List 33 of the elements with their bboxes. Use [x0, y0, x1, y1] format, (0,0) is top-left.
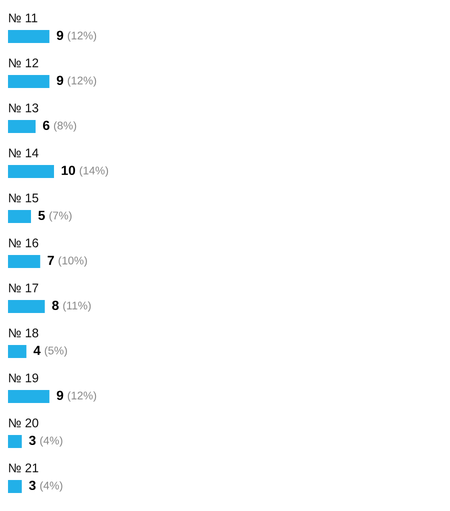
y-tick-label: № 17 — [9, 284, 38, 292]
y-tick-label: № 16 — [9, 238, 38, 248]
bar — [8, 300, 45, 313]
data-label: 6 (8%) — [43, 120, 76, 132]
bar — [8, 165, 54, 178]
data-label: 4 (5%) — [34, 346, 67, 357]
y-tick-label: № 21 — [9, 464, 38, 472]
data-label: 5 (7%) — [38, 210, 72, 222]
data-label: 9 (12%) — [56, 30, 96, 42]
bar — [8, 120, 36, 133]
data-label: 9 (12%) — [56, 76, 96, 87]
bar — [8, 75, 50, 88]
bar — [8, 390, 50, 403]
bar — [8, 255, 40, 268]
y-tick-label: № 20 — [9, 418, 38, 428]
bar — [8, 210, 31, 223]
y-tick-label: № 14 — [9, 148, 38, 158]
data-label: 10 (14%) — [62, 166, 108, 177]
y-tick-label: № 15 — [9, 194, 38, 202]
data-label: 3 (4%) — [29, 436, 62, 447]
data-label: 8 (11%) — [52, 300, 91, 312]
bar — [8, 480, 22, 493]
y-tick-label: № 19 — [9, 374, 38, 382]
y-tick-label: № 13 — [9, 104, 38, 112]
data-label: 7 (10%) — [48, 256, 87, 267]
data-label: 3 (4%) — [29, 480, 62, 492]
bar — [8, 435, 22, 448]
data-label: 9 (12%) — [56, 390, 96, 402]
y-tick-label: № 18 — [9, 328, 38, 338]
y-tick-label: № 12 — [9, 58, 38, 68]
bar — [8, 30, 50, 43]
y-tick-label: № 11 — [9, 14, 38, 22]
bar — [8, 345, 26, 358]
